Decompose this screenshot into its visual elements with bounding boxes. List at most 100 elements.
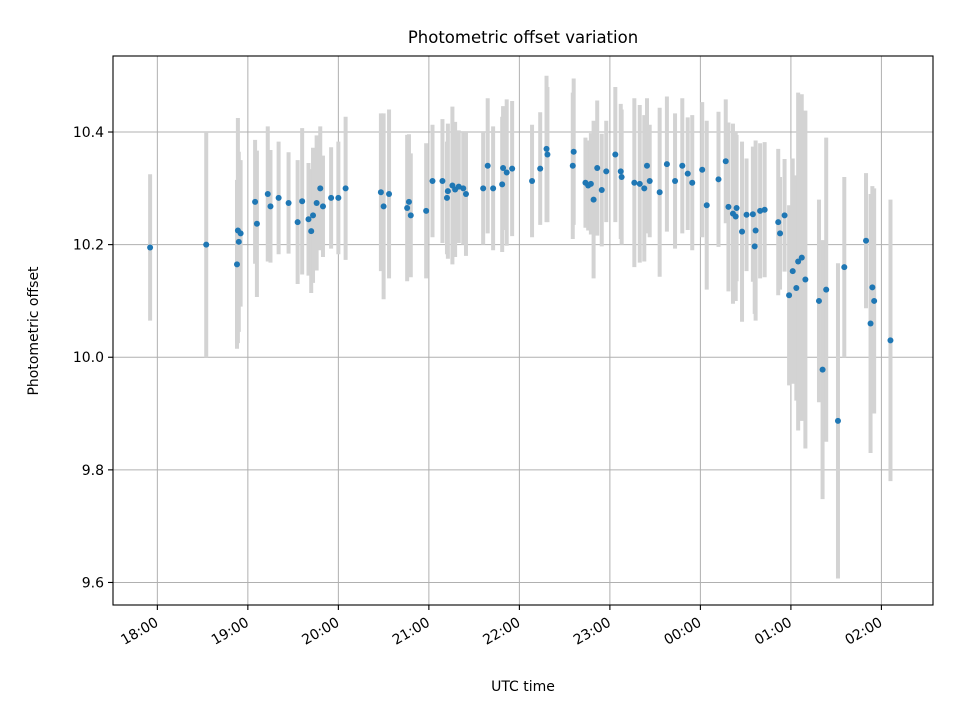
data-point <box>781 212 788 219</box>
data-point <box>305 216 312 223</box>
data-point <box>253 220 260 227</box>
data-point <box>733 205 740 212</box>
data-point <box>631 179 638 186</box>
data-point <box>443 194 450 201</box>
data-point <box>264 190 271 197</box>
data-point <box>499 181 506 188</box>
data-point <box>752 227 759 234</box>
data-point <box>743 211 750 218</box>
data-point <box>684 170 691 177</box>
data-point <box>317 185 324 192</box>
data-point <box>570 148 577 155</box>
data-point <box>544 151 551 158</box>
data-point <box>715 176 722 183</box>
data-point <box>699 166 706 173</box>
data-point <box>252 198 259 205</box>
data-point <box>480 185 487 192</box>
y-tick-label: 10.0 <box>73 350 104 366</box>
data-point <box>342 185 349 192</box>
data-point <box>672 178 679 185</box>
data-point <box>509 165 516 172</box>
data-point <box>732 213 739 220</box>
data-point <box>815 297 822 304</box>
data-point <box>328 194 335 201</box>
data-point <box>299 198 306 205</box>
data-point <box>656 189 663 196</box>
data-point <box>310 212 317 219</box>
data-point <box>484 162 491 169</box>
data-point <box>267 203 274 210</box>
data-point <box>439 178 446 185</box>
data-point <box>294 219 301 226</box>
data-point <box>757 207 764 214</box>
data-point <box>503 169 510 176</box>
data-point <box>786 292 793 299</box>
data-point <box>863 237 870 244</box>
data-point <box>147 244 154 251</box>
data-point <box>679 162 686 169</box>
plot-frame <box>112 55 934 606</box>
data-point <box>612 151 619 158</box>
data-point <box>617 168 624 175</box>
data-point <box>823 286 830 293</box>
data-point <box>887 337 894 344</box>
data-point <box>751 243 758 250</box>
data-point <box>603 168 610 175</box>
data-point <box>594 165 601 172</box>
data-point <box>636 180 643 187</box>
data-point <box>802 276 809 283</box>
y-tick-label: 9.8 <box>82 463 104 479</box>
data-point <box>641 185 648 192</box>
data-point <box>444 188 451 195</box>
data-point <box>386 190 393 197</box>
data-point <box>569 162 576 169</box>
data-point <box>789 268 796 275</box>
data-point <box>460 185 467 192</box>
data-point <box>405 198 412 205</box>
data-point <box>543 145 550 152</box>
data-point <box>867 320 874 327</box>
data-point <box>319 203 326 210</box>
data-point <box>643 162 650 169</box>
data-point <box>377 189 384 196</box>
data-point <box>798 254 805 261</box>
data-point <box>235 238 242 245</box>
data-point-layer <box>147 145 894 424</box>
data-point <box>819 366 826 373</box>
data-point <box>590 196 597 203</box>
data-point <box>703 202 710 209</box>
data-point <box>775 219 782 226</box>
data-point <box>537 165 544 172</box>
data-point <box>233 261 240 268</box>
data-point <box>834 417 841 424</box>
data-point <box>275 194 282 201</box>
x-axis-label: UTC time <box>491 679 555 695</box>
data-point <box>500 165 507 172</box>
data-point <box>404 205 411 212</box>
y-axis-label: Photometric offset <box>26 266 42 396</box>
data-point <box>725 203 732 210</box>
data-point <box>587 180 594 187</box>
data-point <box>490 185 497 192</box>
y-tick-label: 9.6 <box>82 575 104 591</box>
data-point <box>455 183 462 190</box>
data-point <box>237 230 244 237</box>
data-point <box>313 199 320 206</box>
data-point <box>871 297 878 304</box>
data-point <box>777 230 784 237</box>
data-point <box>423 207 430 214</box>
data-point <box>869 284 876 291</box>
data-point <box>380 203 387 210</box>
data-point <box>793 284 800 291</box>
data-point <box>841 264 848 271</box>
data-point <box>722 158 729 165</box>
data-point <box>749 211 756 218</box>
y-tick-label: 10.2 <box>73 238 104 254</box>
data-point <box>308 228 315 235</box>
data-point <box>663 161 670 168</box>
data-point <box>689 179 696 186</box>
data-point <box>429 178 436 185</box>
data-point <box>739 228 746 235</box>
